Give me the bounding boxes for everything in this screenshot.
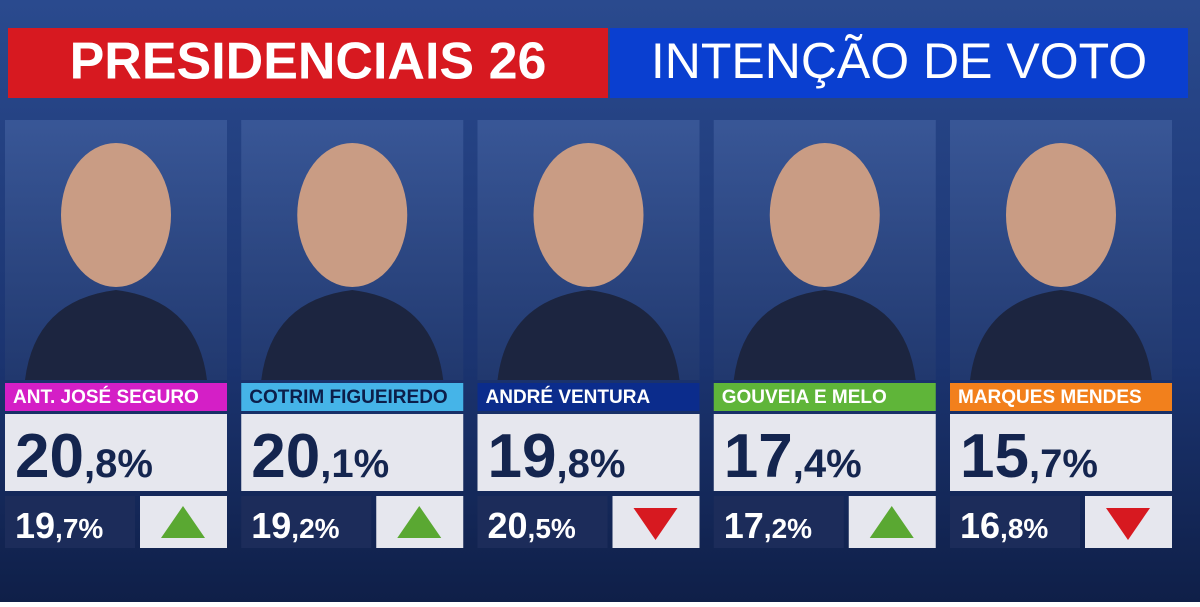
- current-value: 20,1%: [251, 422, 389, 491]
- current-dec: ,7%: [1029, 442, 1098, 486]
- previous-value: 16,8%: [960, 505, 1048, 546]
- candidate-panel: COTRIM FIGUEIREDO 20,1% 19,2%: [241, 120, 464, 548]
- current-box: [241, 414, 464, 491]
- name-tag: [241, 383, 464, 411]
- previous-int: 17: [724, 505, 764, 546]
- subtitle: INTENÇÃO DE VOTO: [651, 33, 1147, 89]
- name-tag: [5, 383, 227, 411]
- current-int: 15: [960, 422, 1029, 491]
- name-tag: [477, 383, 700, 411]
- current-dec: ,4%: [793, 442, 862, 486]
- current-box: [950, 414, 1172, 491]
- previous-int: 19: [15, 505, 55, 546]
- previous-box: [241, 496, 372, 548]
- current-dec: ,8%: [84, 442, 153, 486]
- previous-value: 19,7%: [15, 505, 103, 546]
- previous-dec: ,8%: [1000, 513, 1048, 544]
- current-box: [477, 414, 700, 491]
- current-value: 15,7%: [960, 422, 1098, 491]
- candidate-panel: ANDRÉ VENTURA 19,8% 20,5%: [477, 120, 700, 548]
- current-box: [713, 414, 936, 491]
- candidate-panel: ANT. JOSÉ SEGURO 20,8% 19,7%: [5, 120, 227, 548]
- candidate-name: MARQUES MENDES: [958, 387, 1142, 408]
- current-value: 17,4%: [724, 422, 862, 491]
- face: [769, 143, 880, 287]
- face: [297, 143, 408, 287]
- current-dec: ,1%: [320, 442, 389, 486]
- previous-dec: ,5%: [528, 513, 576, 544]
- candidate-panel: MARQUES MENDES 15,7% 16,8%: [950, 120, 1172, 548]
- candidate-name: ANDRÉ VENTURA: [486, 386, 651, 408]
- current-int: 20: [15, 422, 84, 491]
- current-int: 17: [724, 422, 793, 491]
- title: PRESIDENCIAIS 26: [70, 33, 547, 91]
- previous-box: [5, 496, 135, 548]
- trend-up: [161, 506, 205, 538]
- current-box: [5, 414, 227, 491]
- trend-up: [869, 506, 914, 538]
- silhouette: [733, 290, 916, 380]
- candidate-name: GOUVEIA E MELO: [722, 387, 887, 408]
- previous-int: 16: [960, 505, 1000, 546]
- current-int: 20: [251, 422, 320, 491]
- previous-dec: ,2%: [291, 513, 339, 544]
- silhouette: [497, 290, 680, 380]
- previous-box: [950, 496, 1080, 548]
- silhouette: [970, 290, 1152, 380]
- current-value: 20,8%: [15, 422, 153, 491]
- title-box: [8, 28, 608, 98]
- name-tag: [713, 383, 936, 411]
- trend-down: [633, 508, 678, 540]
- previous-box: [477, 496, 608, 548]
- previous-value: 17,2%: [724, 505, 812, 546]
- current-value: 19,8%: [488, 422, 626, 491]
- previous-value: 20,5%: [488, 505, 576, 546]
- previous-box: [713, 496, 844, 548]
- trend-up: [397, 506, 442, 538]
- trend-down: [1106, 508, 1150, 540]
- previous-dec: ,2%: [764, 513, 812, 544]
- previous-int: 20: [488, 505, 528, 546]
- face: [61, 143, 171, 287]
- previous-dec: ,7%: [55, 513, 103, 544]
- silhouette: [25, 290, 207, 380]
- name-tag: [950, 383, 1172, 411]
- previous-int: 19: [251, 505, 291, 546]
- candidate-name: ANT. JOSÉ SEGURO: [13, 386, 199, 408]
- current-int: 19: [488, 422, 557, 491]
- face: [533, 143, 644, 287]
- previous-value: 19,2%: [251, 505, 339, 546]
- subtitle-box: [610, 28, 1188, 98]
- current-dec: ,8%: [556, 442, 625, 486]
- candidate-name: COTRIM FIGUEIREDO: [249, 387, 447, 408]
- silhouette: [261, 290, 444, 380]
- face: [1006, 143, 1116, 287]
